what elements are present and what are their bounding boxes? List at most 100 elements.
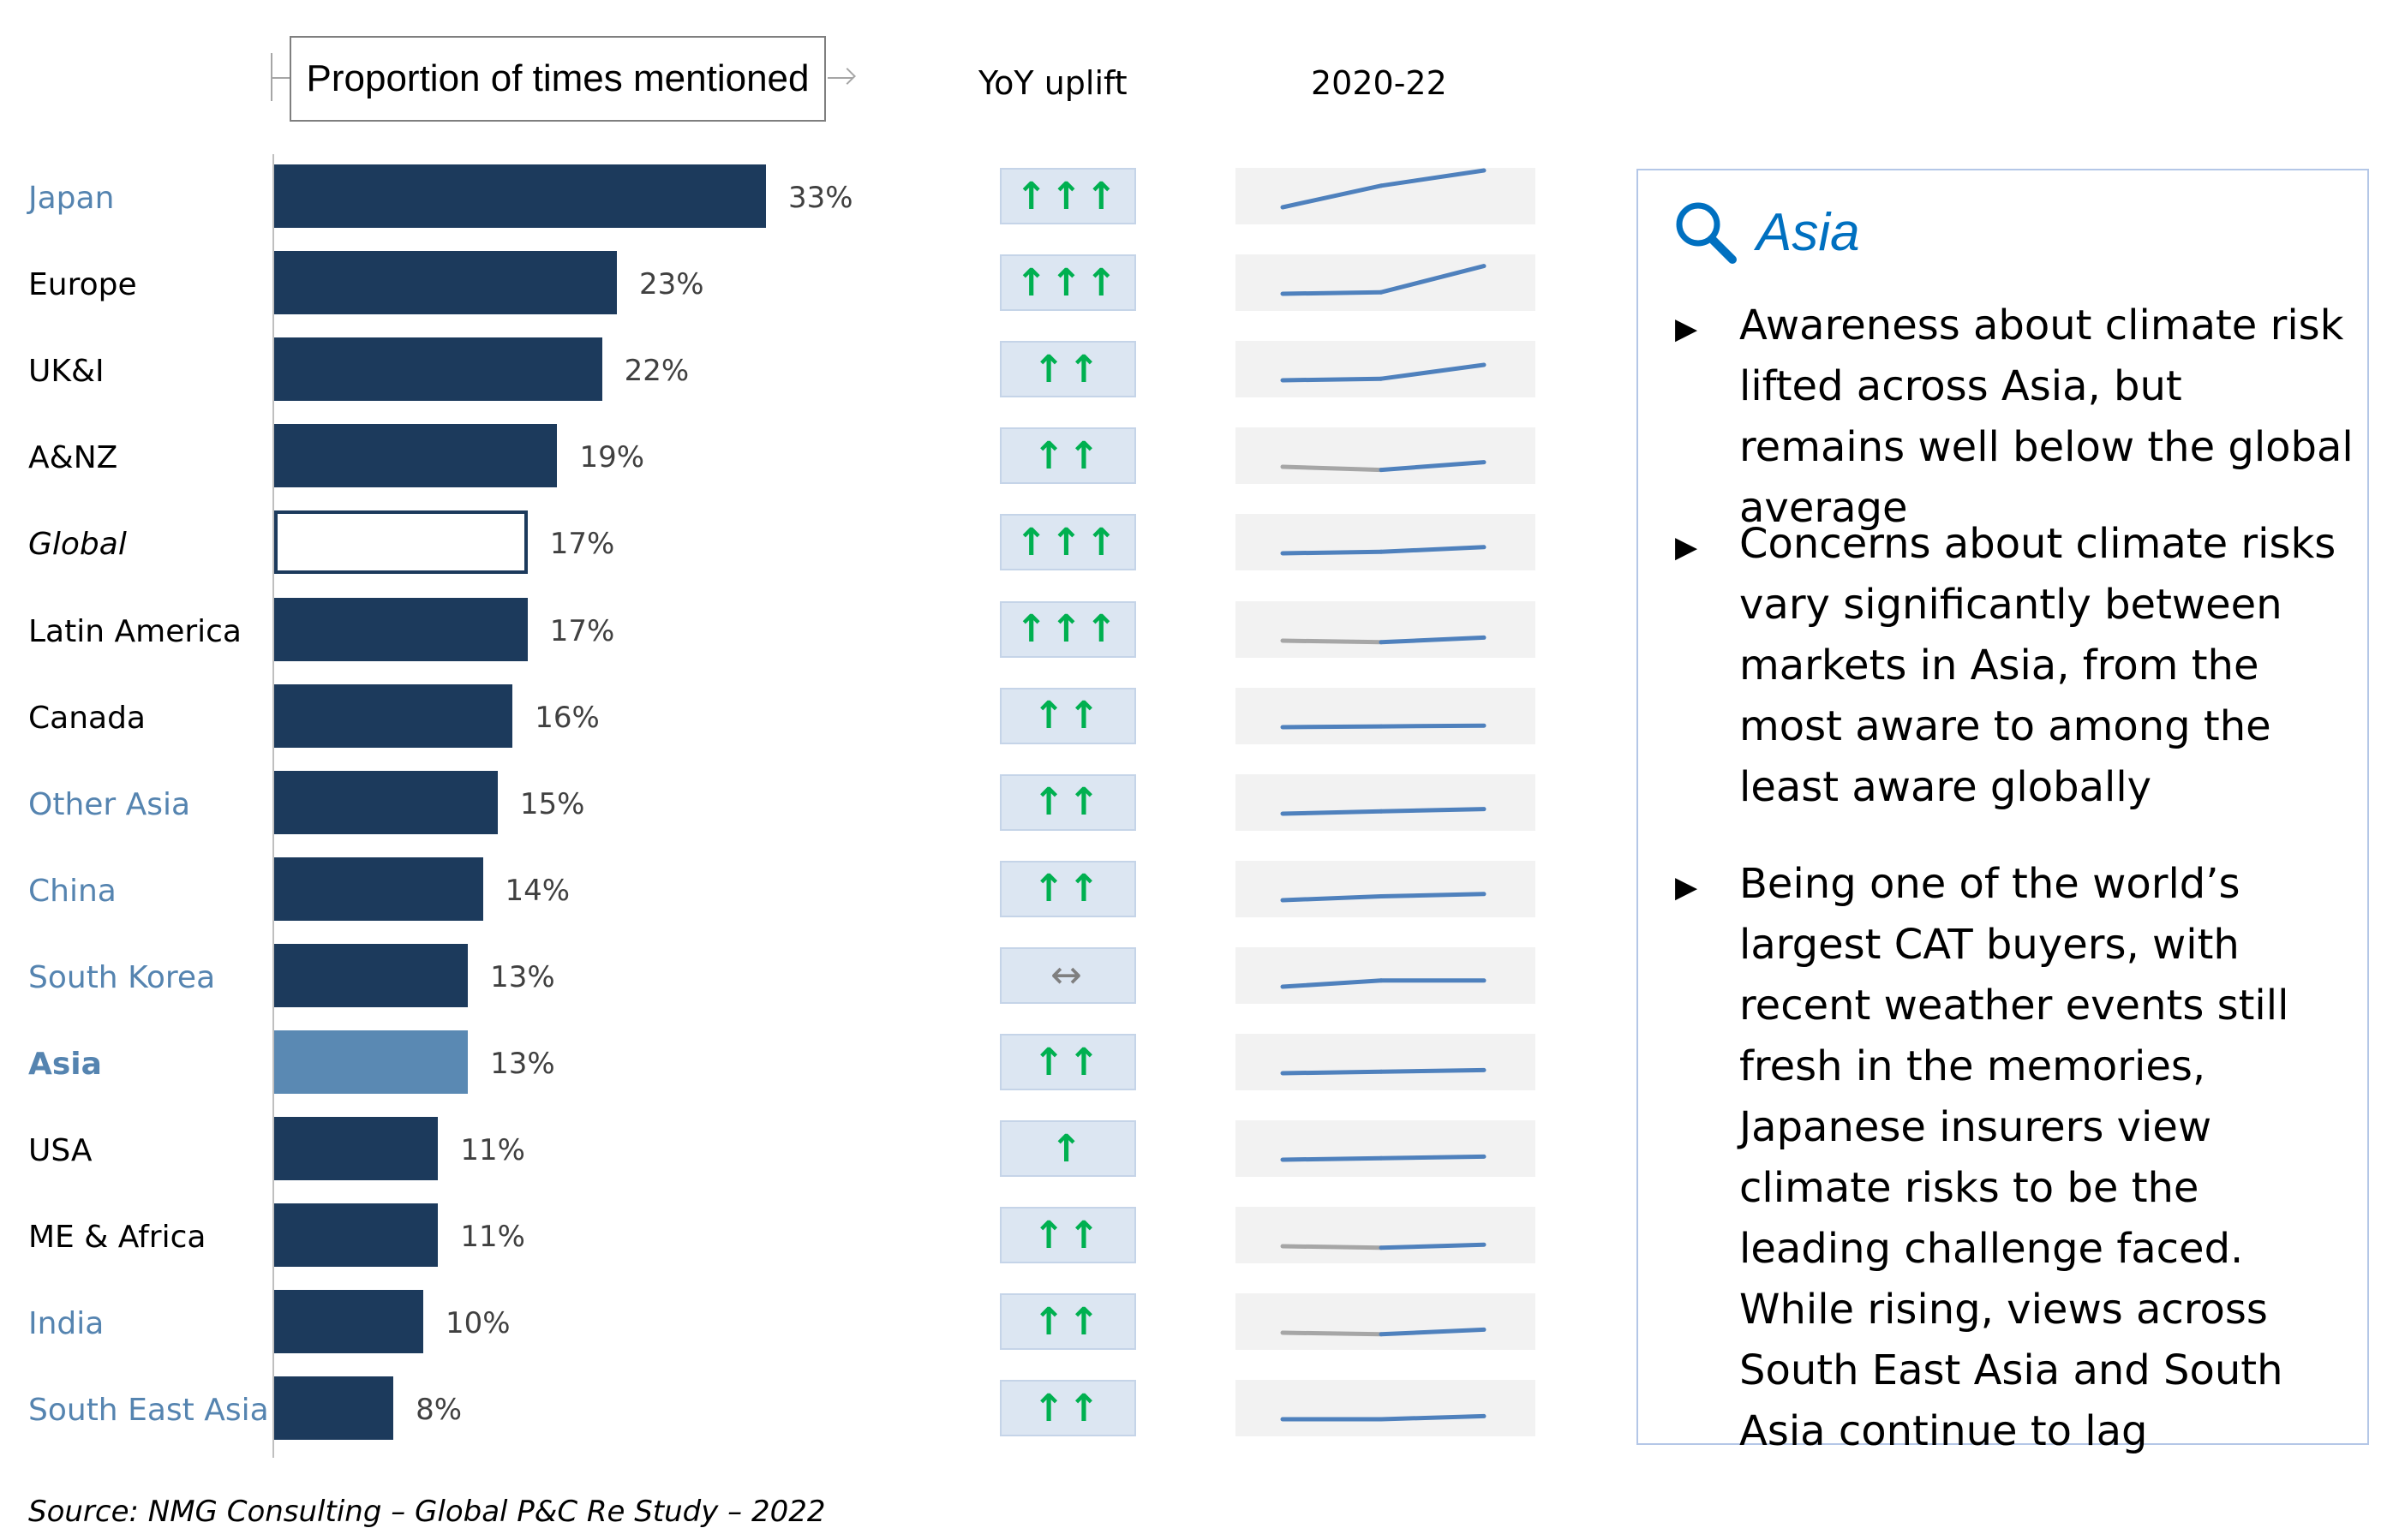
- value-label-china: 14%: [505, 873, 571, 908]
- panel-title: Asia: [1756, 203, 1860, 262]
- trend-segment: [1280, 550, 1384, 556]
- trend-segment: [1280, 376, 1384, 383]
- value-label-me-africa: 11%: [460, 1220, 525, 1255]
- asia-info-panel: [1636, 169, 2369, 1445]
- trend-segment: [1379, 362, 1487, 381]
- trend-sparkline-europe: [1235, 254, 1535, 312]
- trend-segment: [1280, 978, 1384, 989]
- trend-sparkline-japan: [1235, 168, 1535, 224]
- bullet-marker-icon: ▶: [1675, 530, 1698, 564]
- bar-europe: [274, 251, 618, 315]
- bar-usa: [274, 1117, 439, 1181]
- trend-sparkline-canada: [1235, 687, 1535, 744]
- trend-segment: [1280, 1330, 1384, 1337]
- trend-segment: [1280, 1244, 1384, 1251]
- category-label-south-east-asia: South East Asia: [28, 1393, 269, 1429]
- panel-bullet-2: Concerns about climate risks vary signif…: [1739, 520, 2336, 811]
- yoy-uplift-japan: ↑↑↑: [1000, 168, 1136, 224]
- yoy-uplift-south-east-asia: ↑↑: [1000, 1380, 1136, 1437]
- bar-global: [274, 510, 528, 575]
- trend-segment: [1280, 183, 1384, 210]
- trend-segment: [1280, 289, 1384, 296]
- bar-china: [274, 857, 483, 921]
- value-label-a-nz: 19%: [579, 440, 645, 475]
- value-label-global: 17%: [549, 527, 615, 562]
- proportion-header: Proportion of times mentioned: [290, 36, 826, 122]
- value-label-usa: 11%: [460, 1133, 525, 1168]
- bar-latin-america: [274, 597, 528, 661]
- trend-segment: [1379, 723, 1487, 729]
- bar-japan: [274, 164, 766, 228]
- value-label-uk-i: 22%: [624, 354, 690, 389]
- trend-segment: [1379, 264, 1487, 295]
- category-label-other-asia: Other Asia: [28, 786, 191, 822]
- trend-segment: [1280, 638, 1384, 644]
- trend-segment: [1280, 724, 1384, 730]
- yoy-uplift-uk-i: ↑↑: [1000, 341, 1136, 398]
- header-arrow-line: [828, 77, 853, 79]
- bar-other-asia: [274, 770, 498, 834]
- trend-sparkline-south-korea: [1235, 946, 1535, 1004]
- trend-segment: [1379, 1242, 1487, 1251]
- category-label-uk-i: UK&I: [28, 354, 105, 390]
- value-label-other-asia: 15%: [519, 786, 585, 821]
- trend-sparkline-china: [1235, 860, 1535, 917]
- value-label-india: 10%: [445, 1306, 511, 1341]
- trend-segment: [1379, 806, 1487, 814]
- trend-segment: [1379, 1154, 1487, 1161]
- trend-sparkline-asia: [1235, 1034, 1535, 1090]
- yoy-uplift-latin-america: ↑↑↑: [1000, 600, 1136, 658]
- value-label-latin-america: 17%: [549, 613, 615, 648]
- trend-segment: [1280, 1155, 1384, 1162]
- trend-segment: [1379, 1414, 1487, 1422]
- value-label-south-korea: 13%: [490, 959, 555, 994]
- bullet-marker-icon: ▶: [1675, 870, 1698, 904]
- trend-segment: [1280, 809, 1384, 816]
- yoy-uplift-global: ↑↑↑: [1000, 514, 1136, 571]
- trend-sparkline-other-asia: [1235, 773, 1535, 831]
- trend-sparkline-global: [1235, 514, 1535, 571]
- bar-south-east-asia: [274, 1376, 394, 1441]
- yoy-uplift-india: ↑↑: [1000, 1293, 1136, 1351]
- trend-sparkline-a-nz: [1235, 427, 1535, 485]
- value-label-canada: 16%: [535, 700, 600, 735]
- category-label-latin-america: Latin America: [28, 613, 242, 649]
- category-label-global: Global: [28, 527, 127, 563]
- bar-canada: [274, 683, 513, 748]
- yoy-uplift-south-korea: ↔: [1000, 946, 1136, 1004]
- trend-segment: [1280, 1069, 1384, 1076]
- trend-segment: [1280, 893, 1384, 903]
- bar-south-korea: [274, 943, 469, 1007]
- category-axis-line: [272, 154, 274, 1458]
- category-label-usa: USA: [28, 1133, 93, 1169]
- search-icon: [1676, 202, 1737, 264]
- category-label-canada: Canada: [28, 700, 146, 736]
- trend-segment: [1379, 1067, 1487, 1074]
- value-label-japan: 33%: [788, 181, 853, 215]
- bar-uk-i: [274, 337, 602, 402]
- period-header: 2020-22: [1311, 64, 1447, 102]
- yoy-uplift-me-africa: ↑↑: [1000, 1207, 1136, 1264]
- yoy-header: YoY uplift: [978, 64, 1128, 102]
- yoy-uplift-canada: ↑↑: [1000, 687, 1136, 744]
- value-label-asia: 13%: [490, 1047, 555, 1081]
- yoy-uplift-china: ↑↑: [1000, 860, 1136, 917]
- trend-segment: [1379, 1328, 1487, 1337]
- bar-india: [274, 1290, 423, 1354]
- category-label-asia: Asia: [28, 1047, 102, 1082]
- yoy-uplift-asia: ↑↑: [1000, 1034, 1136, 1090]
- trend-sparkline-uk-i: [1235, 341, 1535, 398]
- value-label-south-east-asia: 8%: [416, 1393, 463, 1428]
- trend-sparkline-me-africa: [1235, 1207, 1535, 1264]
- trend-segment: [1280, 464, 1384, 473]
- bar-a-nz: [274, 424, 558, 488]
- yoy-uplift-a-nz: ↑↑: [1000, 427, 1136, 485]
- category-label-south-korea: South Korea: [28, 959, 216, 995]
- source-note: Source: NMG Consulting – Global P&C Re S…: [28, 1495, 826, 1529]
- yoy-uplift-europe: ↑↑↑: [1000, 254, 1136, 312]
- trend-segment: [1379, 168, 1487, 188]
- panel-bullet-1: Awareness about climate risk lifted acro…: [1739, 301, 2354, 532]
- header-arrow-icon: [839, 68, 856, 85]
- header-bracket-line: [271, 77, 290, 79]
- trend-sparkline-usa: [1235, 1120, 1535, 1178]
